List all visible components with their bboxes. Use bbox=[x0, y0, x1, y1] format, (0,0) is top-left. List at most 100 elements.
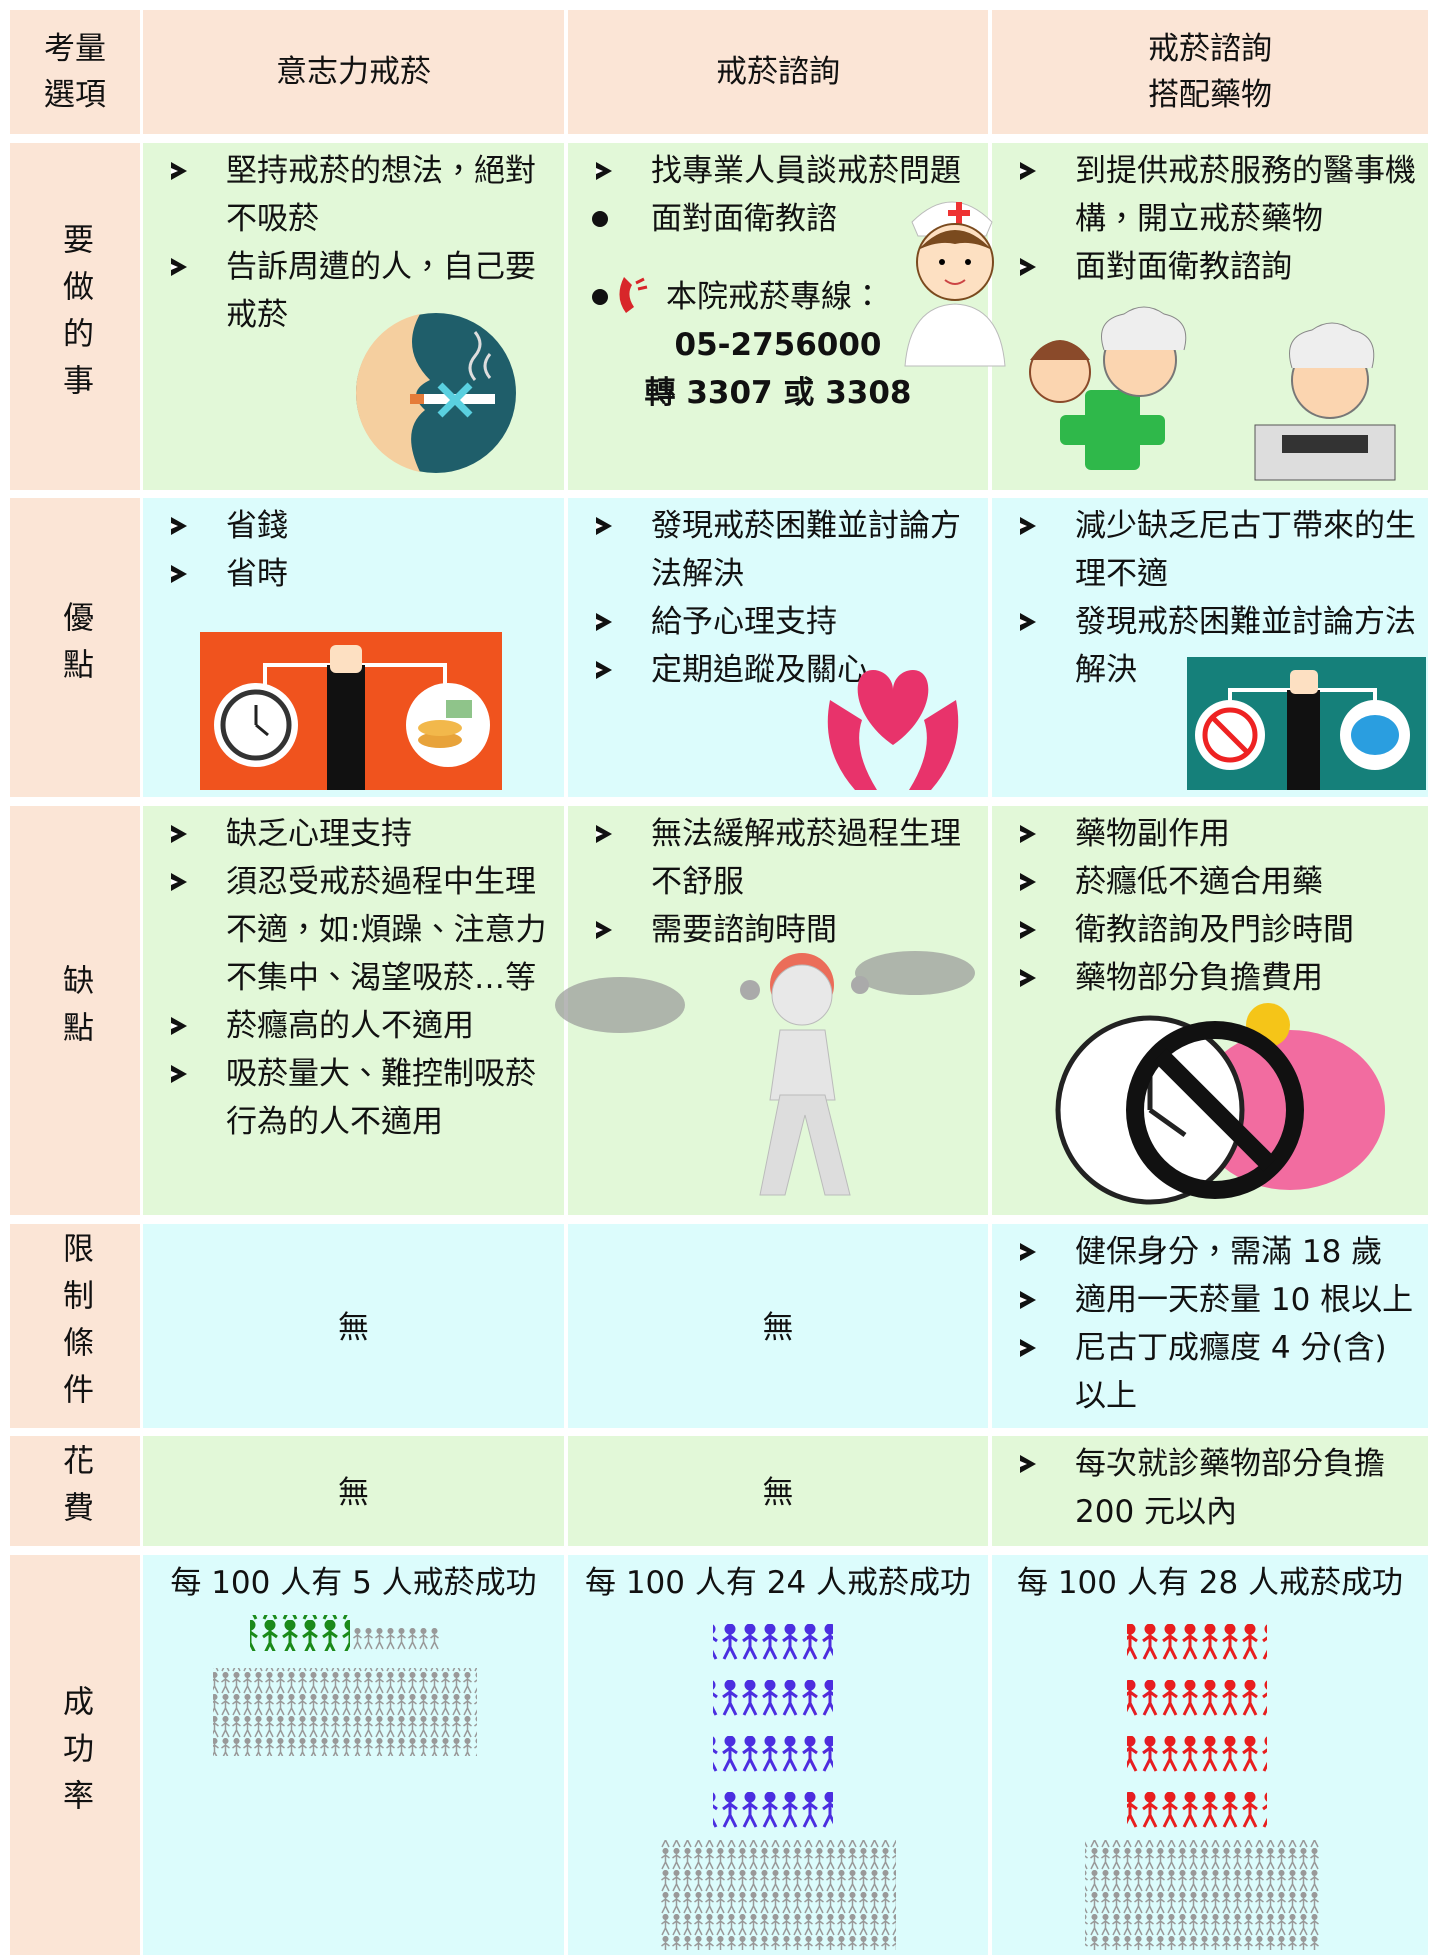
table-cell: 到提供戒菸服務的醫事機構，開立戒菸藥物面對面衛教諮詢 bbox=[992, 143, 1428, 490]
arrow-bullet bbox=[171, 873, 187, 891]
table-cell: 堅持戒菸的想法，絕對不吸菸 告訴周遭的人，自己要戒菸 bbox=[143, 143, 564, 490]
success-rate-text: 每 100 人有 5 人戒菸成功 bbox=[170, 1565, 537, 1601]
cell-text: 無 bbox=[338, 1475, 369, 1511]
list-item: 需要諮詢時間 bbox=[568, 906, 988, 954]
header-text: 意志力戒菸 bbox=[276, 54, 431, 90]
table-cell: 無 bbox=[568, 1224, 988, 1428]
arrow-bullet bbox=[596, 517, 612, 535]
hotline-text: 05-2756000 bbox=[674, 327, 882, 363]
row-label-cell: 限制條件 bbox=[10, 1224, 140, 1428]
hotline-text: 轉 3307 或 3308 bbox=[644, 375, 912, 411]
arrow-bullet bbox=[1020, 969, 1036, 987]
arrow-bullet bbox=[596, 825, 612, 843]
list-item: 每次就診藥物部分負擔 200 元以內 bbox=[992, 1440, 1428, 1536]
list-item: 找專業人員談戒菸問題 bbox=[568, 147, 988, 195]
item-text: 找專業人員談戒菸問題 bbox=[651, 153, 961, 189]
list-item: 藥物部分負擔費用 bbox=[992, 954, 1428, 1002]
item-text: 面對面衛教諮 bbox=[651, 201, 837, 237]
table-cell: 藥物副作用菸癮低不適合用藥 衛教諮詢及門診時間藥物部分負擔費用 bbox=[992, 806, 1428, 1215]
item-text: 衛教諮詢及門診時間 bbox=[1075, 912, 1354, 948]
header-text: 戒菸諮詢 bbox=[1148, 31, 1272, 67]
row-label: 限制條件 bbox=[57, 1232, 93, 1420]
header-text: 戒菸諮詢 bbox=[716, 54, 840, 90]
row-label-cell: 成功率 bbox=[10, 1555, 140, 1955]
list-item: 適用一天菸量 10 根以上 bbox=[992, 1276, 1428, 1324]
arrow-bullet bbox=[1020, 258, 1036, 276]
header-text: 考量 bbox=[44, 31, 106, 67]
dot-item: 本院戒菸專線： bbox=[568, 273, 988, 321]
list-item: 堅持戒菸的想法，絕對不吸菸 bbox=[143, 147, 564, 243]
list-item: 菸癮高的人不適用 bbox=[143, 1002, 564, 1050]
header-cell: 戒菸諮詢 搭配藥物 bbox=[992, 10, 1428, 134]
cell-text: 無 bbox=[338, 1310, 369, 1346]
header-text: 選項 bbox=[44, 77, 106, 113]
header-cell: 戒菸諮詢 bbox=[568, 10, 988, 134]
row-label-cell: 要做的事 bbox=[10, 143, 140, 490]
item-text: 發現戒菸困難並討論方法解決 bbox=[1075, 604, 1416, 688]
table-cell: 無法緩解戒菸過程生理不舒服 需要諮詢時間 bbox=[568, 806, 988, 1215]
table-cell: 每次就診藥物部分負擔 200 元以內 bbox=[992, 1436, 1428, 1546]
arrow-bullet bbox=[596, 921, 612, 939]
list-item: 發現戒菸困難並討論方法解決 bbox=[992, 598, 1428, 694]
item-text: 需要諮詢時間 bbox=[651, 912, 837, 948]
arrow-bullet bbox=[171, 517, 187, 535]
item-text: 尼古丁成癮度 4 分(含)以上 bbox=[1075, 1330, 1387, 1414]
arrow-bullet bbox=[1020, 825, 1036, 843]
arrow-bullet bbox=[171, 258, 187, 276]
item-text: 本院戒菸專線： bbox=[666, 279, 883, 315]
arrow-bullet bbox=[596, 661, 612, 679]
table-cell: 每 100 人有 28 人戒菸成功 bbox=[992, 1555, 1428, 1955]
row-label: 優點 bbox=[57, 600, 93, 695]
item-text: 給予心理支持 bbox=[651, 604, 837, 640]
item-text: 發現戒菸困難並討論方法解決 bbox=[651, 508, 961, 592]
dot-item: 面對面衛教諮 bbox=[568, 195, 988, 243]
table-cell: 每 100 人有 5 人戒菸成功 bbox=[143, 1555, 564, 1955]
row-label-cell: 優點 bbox=[10, 498, 140, 797]
cell-text: 無 bbox=[762, 1475, 794, 1511]
success-rate-text: 每 100 人有 24 人戒菸成功 bbox=[584, 1565, 972, 1601]
arrow-bullet bbox=[1020, 873, 1036, 891]
item-text: 省時 bbox=[226, 556, 288, 592]
item-text: 到提供戒菸服務的醫事機構，開立戒菸藥物 bbox=[1075, 153, 1416, 237]
arrow-bullet bbox=[1020, 517, 1036, 535]
list-item: 省時 bbox=[143, 550, 564, 598]
header-cell: 意志力戒菸 bbox=[143, 10, 564, 134]
arrow-bullet bbox=[171, 1017, 187, 1035]
row-label-cell: 缺點 bbox=[10, 806, 140, 1215]
arrow-bullet bbox=[1020, 613, 1036, 631]
table-cell: 無 bbox=[568, 1436, 988, 1546]
row-label: 要做的事 bbox=[57, 222, 93, 411]
item-text: 省錢 bbox=[226, 508, 288, 544]
list-item: 衛教諮詢及門診時間 bbox=[992, 906, 1428, 954]
list-item: 須忍受戒菸過程中生理不適，如:煩躁、注意力不集中、渴望吸菸…等 bbox=[143, 858, 564, 1002]
item-text: 每次就診藥物部分負擔 200 元以內 bbox=[1075, 1446, 1385, 1530]
row-label-cell: 花費 bbox=[10, 1436, 140, 1546]
table-cell: 無 bbox=[143, 1436, 564, 1546]
list-item: 藥物副作用 bbox=[992, 810, 1428, 858]
list-item: 面對面衛教諮詢 bbox=[992, 243, 1428, 291]
list-item: 省錢 bbox=[143, 502, 564, 550]
arrow-bullet bbox=[596, 613, 612, 631]
table-cell: 減少缺乏尼古丁帶來的生理不適 發現戒菸困難並討論方法解決 bbox=[992, 498, 1428, 797]
item-text: 定期追蹤及關心 bbox=[651, 652, 868, 688]
table-cell: 每 100 人有 24 人戒菸成功 bbox=[568, 1555, 988, 1955]
row-label: 成功率 bbox=[57, 1684, 93, 1826]
table-cell: 發現戒菸困難並討論方法解決給予心理支持 定期追蹤及關心 bbox=[568, 498, 988, 797]
arrow-bullet bbox=[171, 1065, 187, 1083]
list-item: 給予心理支持 bbox=[568, 598, 988, 646]
list-item: 尼古丁成癮度 4 分(含)以上 bbox=[992, 1324, 1428, 1420]
item-text: 面對面衛教諮詢 bbox=[1075, 249, 1292, 285]
table-cell: 省錢 省時 bbox=[143, 498, 564, 797]
list-item: 到提供戒菸服務的醫事機構，開立戒菸藥物 bbox=[992, 147, 1428, 243]
arrow-bullet bbox=[1020, 1243, 1036, 1261]
table-cell: 健保身分，需滿 18 歲適用一天菸量 10 根以上尼古丁成癮度 4 分(含)以上 bbox=[992, 1224, 1428, 1428]
cell-text: 無 bbox=[762, 1310, 794, 1346]
list-item: 定期追蹤及關心 bbox=[568, 646, 988, 694]
table-cell: 缺乏心理支持 須忍受戒菸過程中生理不適，如:煩躁、注意力不集中、渴望吸菸…等 菸癮高… bbox=[143, 806, 564, 1215]
arrow-bullet bbox=[596, 162, 612, 180]
item-text: 健保身分，需滿 18 歲 bbox=[1075, 1234, 1383, 1270]
list-item: 告訴周遭的人，自己要戒菸 bbox=[143, 243, 564, 339]
arrow-bullet bbox=[1020, 1291, 1036, 1309]
item-text: 菸癮低不適合用藥 bbox=[1075, 864, 1323, 900]
